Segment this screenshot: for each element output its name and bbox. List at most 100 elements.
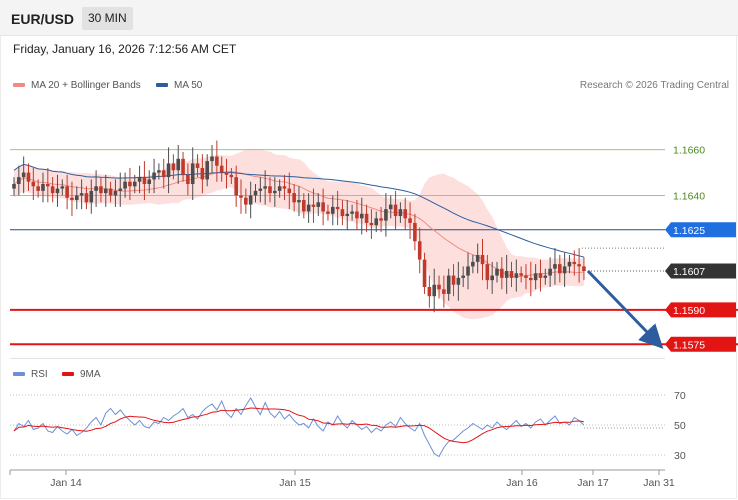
candle-body [475, 254, 480, 262]
candle-body [157, 170, 161, 173]
timeframe-button[interactable]: 30 MIN [82, 7, 133, 30]
candle-body [345, 213, 350, 217]
x-axis: Jan 14 Jan 15 Jan 16 Jan 17 Jan 31 [9, 469, 675, 489]
candle-body [326, 211, 330, 214]
price-label-text: 1.1640 [673, 190, 705, 202]
price-levels [10, 149, 738, 346]
candle-body [562, 266, 567, 274]
candle-body [495, 268, 499, 276]
candle-body [142, 177, 147, 184]
candle-body [277, 186, 282, 191]
candle-body [258, 188, 263, 191]
candle-body [84, 193, 89, 203]
candle-body [442, 289, 446, 294]
candle-body [132, 181, 137, 187]
legend-rsi: RSI [13, 369, 48, 380]
candle-body [330, 206, 335, 214]
rsi-label: RSI [31, 369, 48, 380]
candle-body [287, 188, 292, 194]
x-tick-label: Jan 14 [50, 477, 82, 489]
candle-body [46, 184, 50, 187]
price-label-last: 1.1607 [665, 263, 736, 279]
candle-body [340, 209, 345, 217]
x-tick-label: Jan 17 [577, 477, 609, 489]
candle-body [422, 259, 427, 288]
candle-body [17, 177, 21, 184]
price-labels: 1.1660 1.1640 1.1625 1.1607 1.1590 1.1575 [665, 145, 736, 352]
candle-body [398, 209, 403, 217]
price-label-text: 1.1590 [673, 305, 705, 317]
price-label-box [665, 222, 736, 238]
candle-body [60, 186, 65, 189]
candle-body [229, 174, 234, 178]
candle-body [103, 188, 108, 194]
price-label-box [665, 336, 736, 352]
price-label-text: 1.1575 [673, 339, 705, 351]
candle-body [273, 190, 277, 194]
ma50-swatch [156, 83, 168, 88]
candle-body [316, 202, 321, 207]
candle-body [514, 273, 519, 278]
candle-body [282, 186, 287, 189]
candlesticks [12, 140, 586, 313]
candle-body [161, 170, 166, 178]
price-label-resistance: 1.1660 [673, 145, 705, 157]
candle-body [36, 186, 40, 191]
candle-body [292, 193, 296, 203]
legend-rsi-ma: 9MA [62, 369, 101, 380]
candle-body [427, 287, 432, 297]
panel-separator [10, 358, 665, 359]
candle-body [190, 163, 195, 184]
projection-arrow [586, 269, 664, 349]
candle-body [456, 277, 461, 285]
candle-body [384, 209, 388, 221]
candle-body [446, 275, 451, 294]
price-label-text: 1.1625 [673, 225, 705, 237]
candle-body [12, 184, 16, 189]
candle-body [524, 275, 528, 278]
candle-body [50, 186, 55, 194]
rsi-ma-label: 9MA [80, 369, 101, 380]
rsi-tick-label: 50 [674, 420, 686, 432]
candle-body [393, 204, 398, 217]
candle-body [538, 273, 543, 278]
price-label-pivot: 1.1625 [665, 222, 736, 238]
candle-body [413, 222, 417, 242]
candle-body [297, 200, 301, 203]
candle-body [321, 202, 325, 212]
chart-frame [0, 36, 737, 499]
candle-body [533, 273, 538, 281]
candle-body [113, 190, 118, 196]
candle-body [311, 204, 316, 207]
rsi-ma-swatch [62, 372, 74, 377]
candle-body [239, 195, 243, 198]
candle-body [461, 275, 465, 278]
candle-body [553, 264, 557, 269]
candle-body [65, 186, 69, 198]
candle-body [359, 213, 364, 219]
candle-body [224, 172, 229, 175]
legend-ma20: MA 20 + Bollinger Bands [13, 80, 141, 91]
candle-body [567, 261, 572, 267]
timestamp: Friday, January 16, 2026 7:12:56 AM CET [13, 42, 237, 56]
price-label-support: 1.1590 [665, 302, 736, 318]
candle-body [94, 186, 98, 191]
rsi-ma-line [13, 407, 584, 444]
candle-body [74, 195, 79, 201]
candle-body [263, 186, 267, 189]
candle-body [500, 268, 504, 278]
rsi-tick-label: 30 [674, 450, 686, 462]
candle-body [490, 275, 494, 281]
rsi-panel: 30 50 70 [10, 390, 686, 462]
x-tick-label: Jan 31 [643, 477, 675, 489]
candle-body [89, 190, 94, 203]
candle-body [557, 264, 562, 274]
candle-body [118, 188, 123, 191]
candle-body [451, 275, 456, 285]
candle-body [543, 275, 548, 278]
candle-body [55, 188, 60, 194]
ma50-label: MA 50 [174, 80, 203, 91]
candle-body [548, 268, 552, 276]
candle-body [417, 241, 422, 260]
